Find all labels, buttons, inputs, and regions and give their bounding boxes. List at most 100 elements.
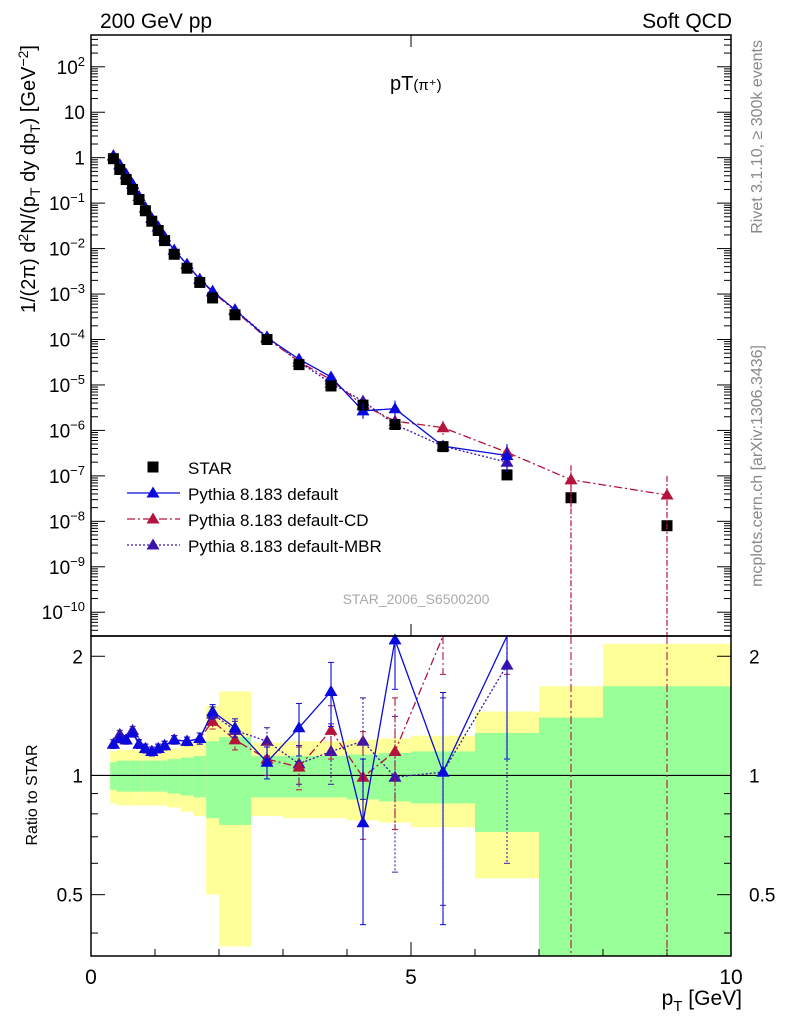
star-point [127, 183, 139, 195]
star-point [168, 248, 180, 260]
ratio-point [324, 723, 338, 735]
series-line [112, 155, 668, 496]
star-point [120, 174, 132, 186]
ratio-y-axis-label: Ratio to STAR [24, 744, 41, 845]
ratio-point [356, 816, 370, 828]
legend-marker [146, 538, 160, 550]
watermark: STAR_2006_S6500200 [343, 591, 490, 607]
ratio-point [158, 739, 172, 751]
star-point [207, 292, 219, 304]
star-point [152, 225, 164, 237]
band-inner [193, 755, 207, 798]
mc-point [324, 370, 338, 382]
y-tick-label: 10−9 [49, 554, 85, 579]
star-point [325, 380, 337, 392]
ratio-y-tick-label: 0.5 [57, 886, 83, 907]
ratio-point [388, 633, 402, 645]
x-tick-label: 5 [405, 966, 417, 989]
y-tick-label: 10 [64, 103, 85, 124]
series-line [112, 155, 508, 463]
ratio-point [356, 734, 370, 746]
ratio-panel: 2 2 1 1 0.5 0.5 0 5 10 [57, 633, 775, 989]
ratio-y-tick-label-right: 2 [749, 647, 760, 668]
star-point [114, 163, 126, 175]
ratio-point [106, 737, 120, 749]
band-inner [539, 717, 603, 956]
chart-title: pT(π⁺) [390, 73, 442, 95]
star-point [133, 194, 145, 206]
star-point [146, 215, 158, 227]
ratio-point [292, 721, 306, 733]
star-point [194, 276, 206, 288]
legend-label: STAR [188, 459, 232, 478]
star-point [229, 309, 241, 321]
star-point [159, 235, 171, 247]
legend-marker [147, 461, 159, 473]
band-inner [123, 760, 130, 792]
star-point [437, 441, 449, 453]
star-point [389, 418, 401, 430]
ratio-point [228, 721, 242, 733]
y-tick-label: 102 [57, 54, 85, 79]
band-inner [142, 760, 149, 792]
header-left: 200 GeV pp [100, 10, 212, 33]
chart-title-sub: (π⁺) [413, 77, 441, 94]
ratio-y-tick-label: 2 [72, 647, 83, 668]
main-y-ticks: 102 10 1 10−1 10−2 10−3 10−4 10−5 10−6 10−7 10−8 10… [42, 34, 732, 637]
star-point [293, 359, 305, 371]
legend-marker [146, 486, 160, 498]
ratio-point [126, 726, 140, 738]
ratio-point [119, 733, 133, 745]
x-axis-label: pT [GeV] [662, 987, 742, 1015]
y-tick-label: 10−7 [49, 463, 85, 488]
main-y-axis-label: 1/(2π) d2N/(pT dy dpT) [GeV−2] [15, 45, 43, 313]
legend-label: Pythia 8.183 default-MBR [188, 537, 382, 556]
y-tick-label: 1 [74, 149, 85, 170]
series-line [112, 155, 508, 457]
side-label-top: Rivet 3.1.10, ≥ 300k events [749, 40, 766, 234]
band-inner [129, 760, 136, 792]
main-frame [90, 34, 732, 637]
band-inner [206, 741, 219, 819]
star-point [107, 153, 119, 165]
star-point [139, 205, 151, 217]
ratio-point [206, 705, 220, 717]
y-tick-label: 10−6 [49, 417, 85, 442]
band-inner [167, 759, 181, 794]
ratio-point [206, 714, 220, 726]
y-tick-label: 10−2 [49, 236, 85, 261]
legend-label: Pythia 8.183 default-CD [188, 511, 369, 530]
band-inner [148, 760, 155, 792]
band-inner [161, 760, 168, 792]
main-panel: pT(π⁺) STAR_2006_S6500200 102 10 1 10−1 10−2… [42, 34, 732, 637]
ratio-point [132, 737, 146, 749]
ratio-data-marks [106, 633, 670, 957]
band-inner [180, 757, 194, 796]
y-tick-label: 10−1 [49, 190, 85, 215]
band-inner [116, 760, 123, 792]
ratio-y-tick-label: 1 [72, 766, 83, 787]
chart-title-main: pT [390, 73, 413, 95]
ratio-frame [90, 635, 732, 957]
ratio-point [228, 733, 242, 745]
star-point [181, 262, 193, 274]
ratio-point [145, 744, 159, 756]
ratio-point [292, 760, 306, 772]
ratio-point [388, 770, 402, 782]
y-tick-label: 10−5 [49, 372, 85, 397]
ratio-point [260, 734, 274, 746]
y-tick-label: 10−4 [49, 327, 85, 352]
mc-point [660, 488, 674, 500]
main-data-marks [106, 149, 674, 636]
band-inner [219, 737, 251, 825]
ratio-point [138, 741, 152, 754]
header-right: Soft QCD [642, 10, 732, 33]
ratio-point [180, 734, 194, 746]
ratio-point [324, 684, 338, 696]
x-tick-label: 0 [85, 966, 97, 989]
ratio-point [193, 731, 207, 744]
y-tick-label: 10−8 [49, 508, 85, 533]
y-tick-label: 10−3 [49, 281, 85, 306]
ratio-y-tick-label-right: 0.5 [749, 886, 775, 907]
